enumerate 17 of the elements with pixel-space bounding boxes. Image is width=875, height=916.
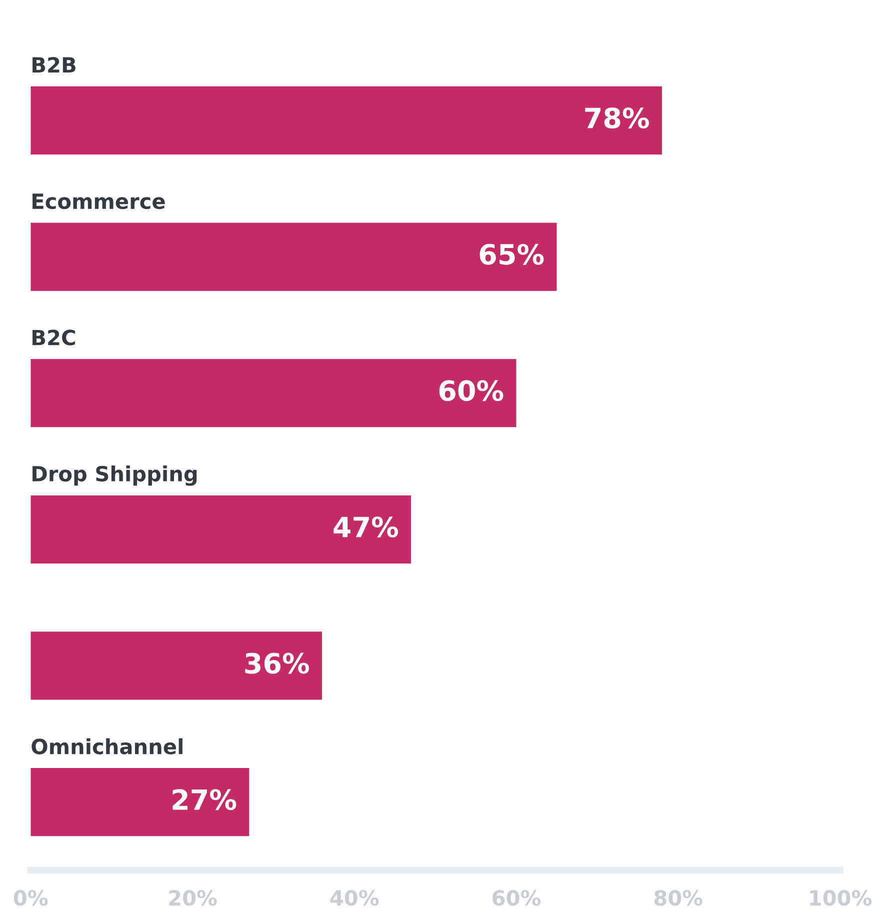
data-label: 27% xyxy=(172,789,236,810)
bar xyxy=(30,222,557,291)
bar xyxy=(30,495,412,564)
data-label: 36% xyxy=(245,652,309,674)
y-tick-label: B2C xyxy=(32,330,75,346)
data-label: 47% xyxy=(334,516,398,538)
y-tick-label: Omnichannel xyxy=(32,738,182,754)
bar xyxy=(30,632,322,700)
y-tick-label: Drop Shipping xyxy=(32,465,197,486)
y-tick-label: Ecommerce xyxy=(32,194,165,210)
bar xyxy=(30,86,662,155)
data-label: 65% xyxy=(480,244,544,265)
data-label: 78% xyxy=(585,108,649,129)
data-label: 60% xyxy=(439,380,504,402)
bar xyxy=(30,768,250,836)
bar xyxy=(30,359,516,428)
y-tick-label: B2B xyxy=(32,57,76,72)
